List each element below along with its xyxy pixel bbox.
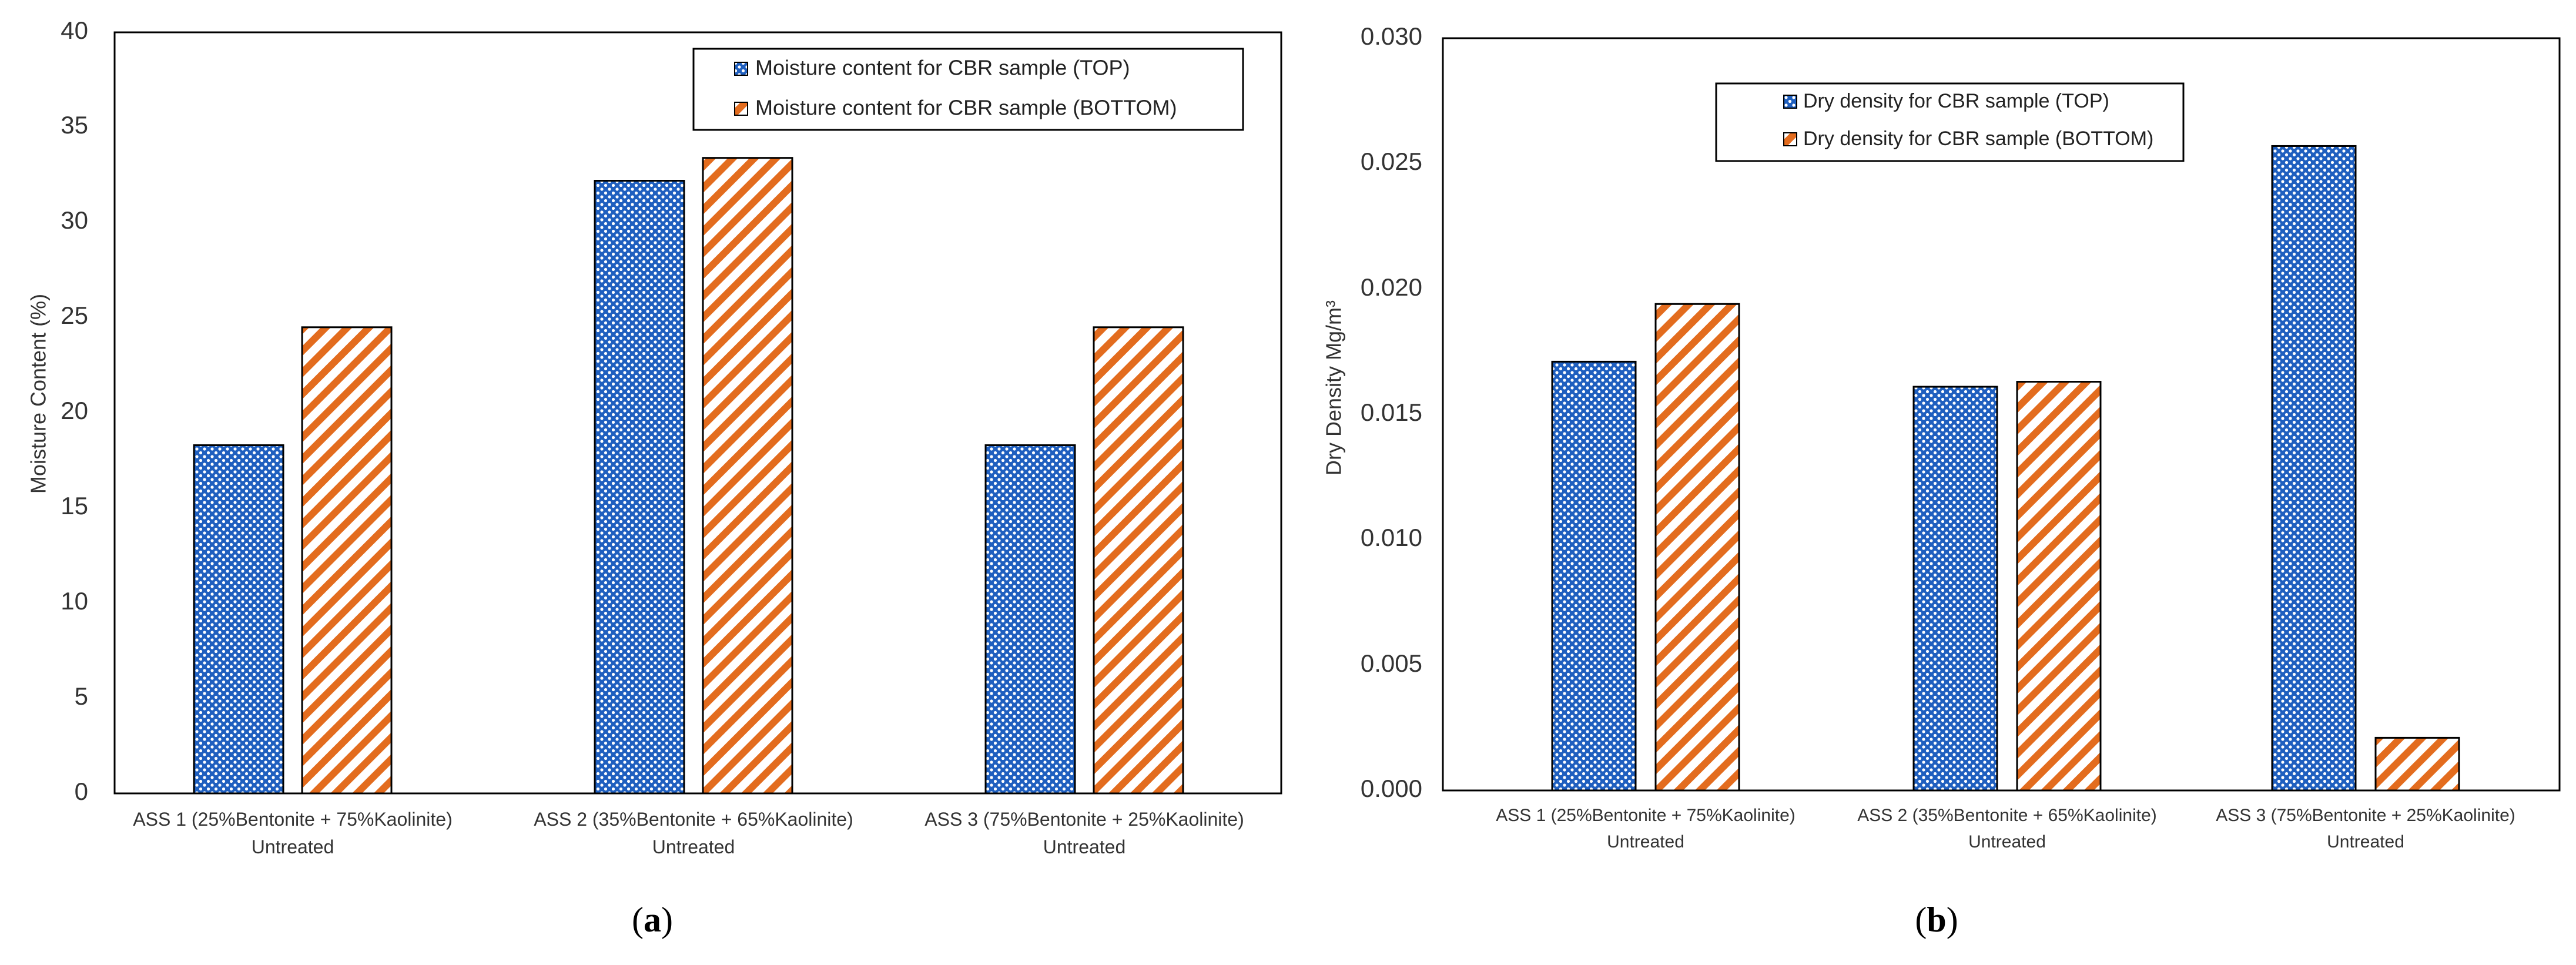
chart-a-legend-box — [692, 48, 1244, 131]
chart-a-xtick-2-line1: ASS 2 (35%Bentonite + 65%Kaolinite) — [534, 809, 853, 830]
chart-a-caption-letter: a — [644, 900, 661, 939]
chart-a-ytick-4: 20 — [61, 397, 88, 424]
chart-b-bar-bottom-3 — [2374, 736, 2460, 792]
chart-a-legend: Moisture content for CBR sample (TOP) Mo… — [692, 48, 1244, 131]
chart-b-ytick-5: 0.025 — [1361, 148, 1422, 175]
chart-a-legend-label-bottom: Moisture content for CBR sample (BOTTOM) — [755, 96, 1177, 120]
chart-a-bar-bottom-3 — [1093, 326, 1184, 795]
chart-a-xtick-1-line2: Untreated — [252, 836, 334, 857]
chart-a-ytick-5: 25 — [61, 301, 88, 329]
chart-b-legend-label-bottom: Dry density for CBR sample (BOTTOM) — [1803, 128, 2153, 150]
chart-b-xtick-1-line1: ASS 1 (25%Bentonite + 75%Kaolinite) — [1496, 806, 1796, 825]
chart-b-bar-top-1 — [1551, 360, 1637, 792]
chart-a-ytick-7: 35 — [61, 111, 88, 139]
chart-a-x-axis: ASS 1 (25%Bentonite + 75%Kaolinite) Untr… — [133, 809, 1244, 857]
chart-a-legend-swatch-top — [734, 62, 748, 76]
chart-a-ytick-1: 5 — [75, 682, 88, 710]
chart-b-bar-top-2 — [1912, 386, 1998, 792]
chart-b-ytick-1: 0.005 — [1361, 649, 1422, 677]
chart-b-ytick-6: 0.030 — [1361, 22, 1422, 50]
chart-a-legend-label-top: Moisture content for CBR sample (TOP) — [755, 56, 1130, 80]
chart-a-bars — [193, 157, 1184, 795]
chart-a-bar-top-2 — [594, 180, 685, 795]
chart-a-y-axis: 0 5 10 15 20 25 30 35 40 Moisture Conten… — [26, 16, 88, 805]
chart-b-ytick-0: 0.000 — [1361, 775, 1422, 802]
chart-a-y-axis-title: Moisture Content (%) — [26, 294, 51, 494]
chart-a-xtick-2-line2: Untreated — [652, 836, 735, 857]
chart-a-caption-close: ) — [661, 900, 673, 939]
chart-a-plot-area — [113, 31, 1282, 795]
chart-a-ytick-6: 30 — [61, 206, 88, 234]
chart-b-caption: (b) — [1915, 900, 1958, 939]
chart-a-bar-top-1 — [193, 444, 284, 795]
chart-b-y-axis-title: Dry Density Mg/m³ — [1322, 300, 1346, 475]
chart-b-xtick-3-line1: ASS 3 (75%Bentonite + 25%Kaolinite) — [2216, 806, 2515, 825]
chart-a-ytick-8: 40 — [61, 16, 88, 44]
chart-a-ytick-0: 0 — [75, 778, 88, 805]
chart-b-y-axis: 0.000 0.005 0.010 0.015 0.020 0.025 0.03… — [1322, 22, 1422, 802]
chart-a-xtick-3-line1: ASS 3 (75%Bentonite + 25%Kaolinite) — [924, 809, 1244, 830]
chart-a-ytick-2: 10 — [61, 587, 88, 615]
chart-a-bar-bottom-2 — [702, 157, 793, 795]
chart-b-legend: Dry density for CBR sample (TOP) Dry den… — [1715, 82, 2185, 162]
chart-b-ytick-3: 0.015 — [1361, 398, 1422, 426]
chart-b-legend-label-top: Dry density for CBR sample (TOP) — [1803, 90, 2109, 112]
chart-a-xtick-3-line2: Untreated — [1043, 836, 1126, 857]
chart-a-caption-open: ( — [632, 900, 644, 939]
chart-b-caption-letter: b — [1927, 900, 1946, 939]
chart-b-legend-swatch-bottom — [1783, 132, 1797, 146]
chart-b-legend-swatch-top — [1783, 95, 1797, 109]
chart-b-bar-top-3 — [2271, 145, 2357, 792]
chart-b-ytick-4: 0.020 — [1361, 273, 1422, 301]
chart-a-caption: (a) — [632, 900, 673, 939]
chart-b-caption-open: ( — [1915, 900, 1927, 939]
chart-a-bar-top-3 — [984, 444, 1076, 795]
chart-b-caption-close: ) — [1947, 900, 1958, 939]
chart-b-plot-area — [1442, 37, 2561, 792]
chart-b-legend-box — [1715, 82, 2185, 162]
chart-b-bars — [1551, 145, 2460, 792]
chart-a-ytick-3: 15 — [61, 492, 88, 520]
chart-a: 0 5 10 15 20 25 30 35 40 Moisture Conten… — [26, 16, 1282, 939]
chart-b-ytick-2: 0.010 — [1361, 524, 1422, 551]
chart-b-xtick-2-line1: ASS 2 (35%Bentonite + 65%Kaolinite) — [1857, 806, 2157, 825]
chart-a-legend-swatch-bottom — [734, 102, 748, 116]
chart-b-xtick-3-line2: Untreated — [2327, 832, 2404, 852]
chart-b-xtick-2-line2: Untreated — [1968, 832, 2046, 852]
chart-b: 0.000 0.005 0.010 0.015 0.020 0.025 0.03… — [1322, 22, 2561, 939]
chart-b-bar-bottom-2 — [2016, 381, 2102, 792]
chart-a-bar-bottom-1 — [301, 326, 393, 795]
chart-b-bar-bottom-1 — [1654, 303, 1740, 792]
chart-b-xtick-1-line2: Untreated — [1607, 832, 1684, 852]
chart-a-xtick-1-line1: ASS 1 (25%Bentonite + 75%Kaolinite) — [133, 809, 452, 830]
chart-b-x-axis: ASS 1 (25%Bentonite + 75%Kaolinite) Untr… — [1496, 806, 2515, 852]
